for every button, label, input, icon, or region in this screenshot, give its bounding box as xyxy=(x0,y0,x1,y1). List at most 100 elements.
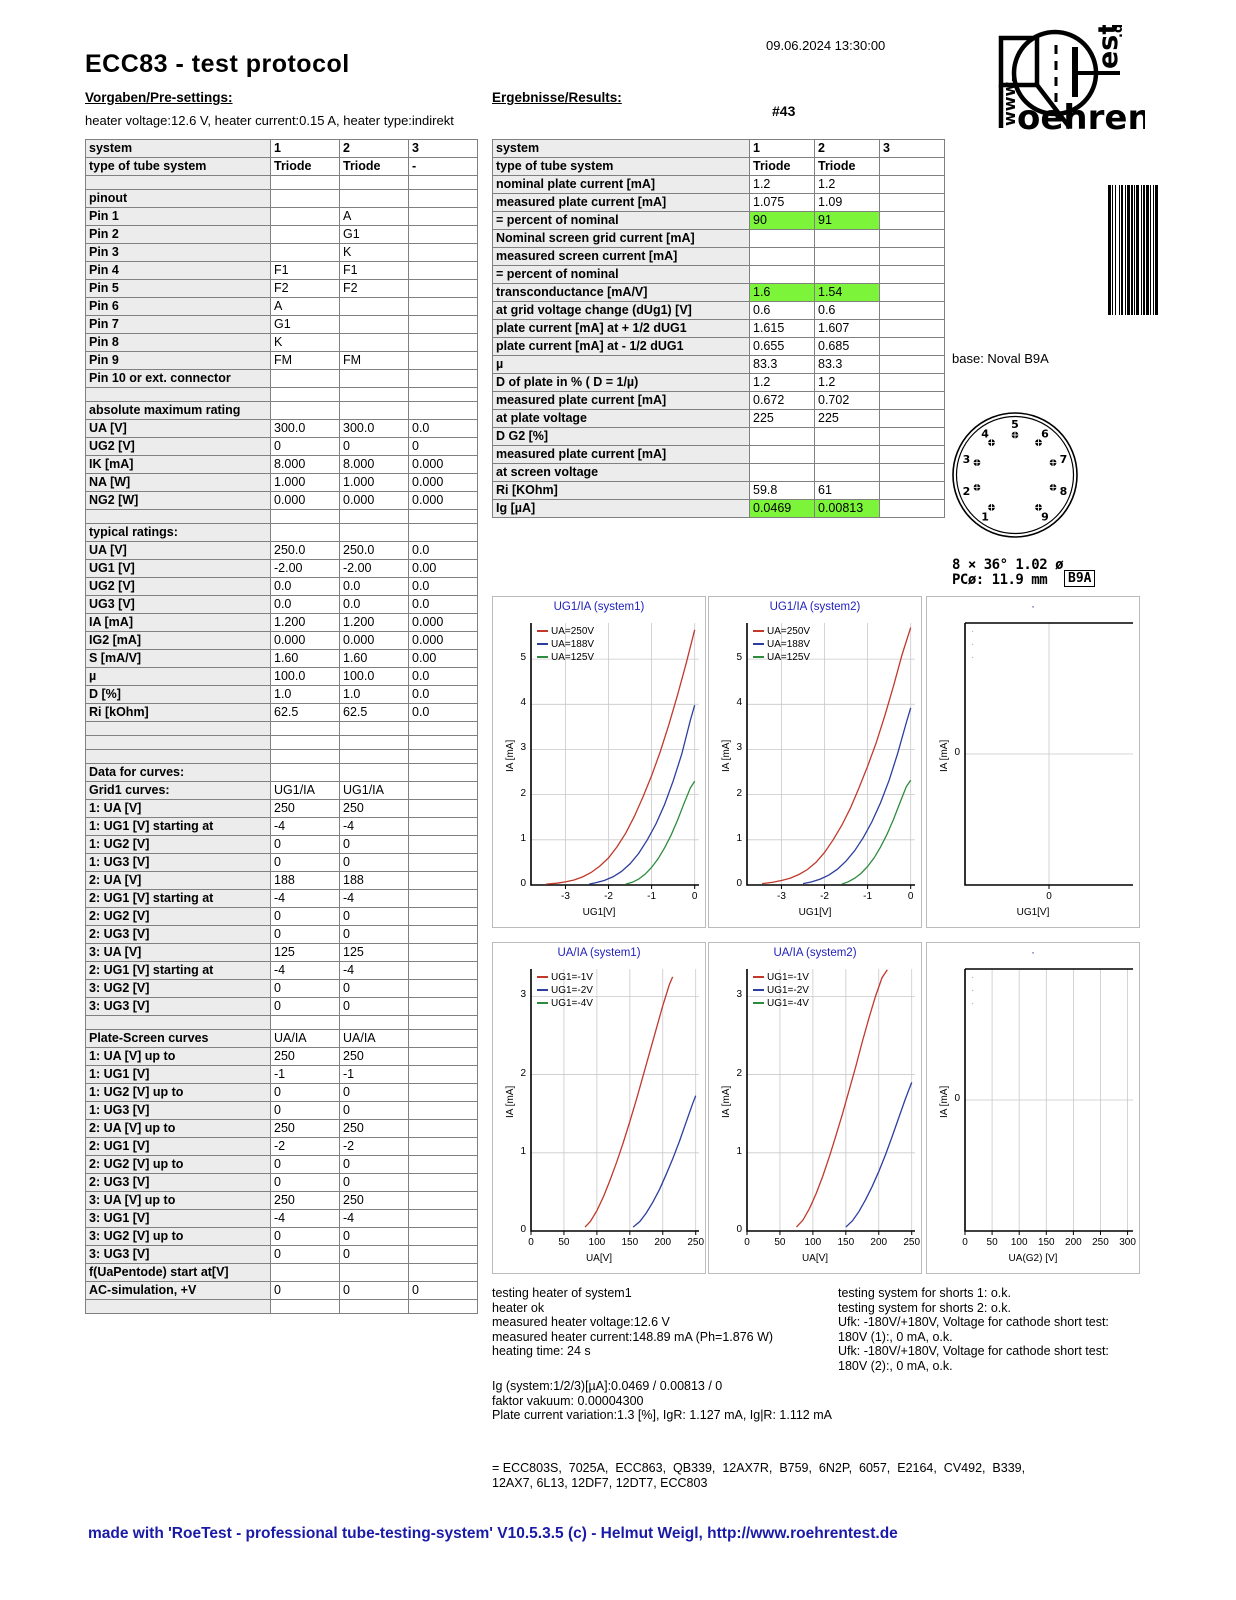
cell-value: FM xyxy=(270,351,340,370)
cell-value: 0 xyxy=(339,1101,409,1120)
cell-value: 0 xyxy=(339,979,409,998)
x-tick-label: -1 xyxy=(647,891,657,902)
legend-item: UG1=-1V xyxy=(753,971,809,984)
cell-value xyxy=(879,355,945,374)
row-label: Pin 2 xyxy=(85,225,271,244)
cell-value: G1 xyxy=(270,315,340,334)
chart-title: UG1/IA (system1) xyxy=(553,601,645,613)
row-label: measured plate current [mA] xyxy=(492,445,750,464)
cell-value: 0 xyxy=(270,907,340,926)
cell-value xyxy=(879,391,945,410)
row-label: UG3 [V] xyxy=(85,595,271,614)
row-label: measured plate current [mA] xyxy=(492,391,750,410)
table-row xyxy=(85,1299,478,1314)
x-tick-label: 100 xyxy=(804,1237,822,1248)
cell-value: 0.672 xyxy=(749,391,815,410)
table-row xyxy=(85,509,478,524)
cell-value: -4 xyxy=(339,817,409,836)
cell-value xyxy=(408,835,478,854)
cell-value: 225 xyxy=(749,409,815,428)
cell-value xyxy=(408,1299,478,1314)
cell-value xyxy=(270,749,340,764)
cell-value xyxy=(408,315,478,334)
x-tick-label: 300 xyxy=(1119,1237,1136,1248)
legend-swatch xyxy=(753,643,764,646)
cell-value: -4 xyxy=(339,1209,409,1228)
cell-value: 0 xyxy=(339,1227,409,1246)
cell-value: -4 xyxy=(270,817,340,836)
table-row: D [%] 1.0 1.0 0.0 xyxy=(85,685,478,704)
cell-value xyxy=(749,229,815,248)
cell-value: F1 xyxy=(339,261,409,280)
cell-value xyxy=(879,247,945,266)
svg-text:5: 5 xyxy=(1011,418,1019,431)
cell-value: 62.5 xyxy=(270,703,340,722)
cell-value: -4 xyxy=(339,961,409,980)
table-row: Pin 4 F1 F1 xyxy=(85,261,478,280)
cell-value: 1.2 xyxy=(814,373,880,392)
table-row: 3: UA [V] up to 250 250 xyxy=(85,1191,478,1210)
row-label: Ig [µA] xyxy=(492,499,750,518)
table-row: f(UaPentode) start at[V] xyxy=(85,1263,478,1282)
row-label: type of tube system xyxy=(492,157,750,176)
row-label: µ xyxy=(85,667,271,686)
cell-value: 0 xyxy=(339,925,409,944)
row-label: 2: UG1 [V] starting at xyxy=(85,889,271,908)
cell-value xyxy=(408,1173,478,1192)
row-label xyxy=(85,1299,271,1314)
y-tick-label: 4 xyxy=(520,697,526,709)
row-label xyxy=(85,175,271,190)
legend-label: UG1=-4V xyxy=(767,998,809,1009)
cell-value: 1.2 xyxy=(749,175,815,194)
page-title: ECC83 - test protocol xyxy=(85,50,350,78)
row-label: = percent of nominal xyxy=(492,265,750,284)
cell-value xyxy=(408,387,478,402)
table-row: at plate voltage 225 225 xyxy=(492,409,945,428)
barcode-bar xyxy=(1125,185,1126,315)
y-axis-label: IA [mA] xyxy=(721,1085,732,1118)
table-row: Grid1 curves: UG1/IA UG1/IA xyxy=(85,781,478,800)
cell-value: 0.0 xyxy=(270,577,340,596)
x-tick-label: 250 xyxy=(903,1237,921,1248)
cell-value: 100.0 xyxy=(270,667,340,686)
cell-value: 1.075 xyxy=(749,193,815,212)
row-label: 1: UA [V] up to xyxy=(85,1047,271,1066)
table-row: Plate-Screen curves UA/IA UA/IA xyxy=(85,1029,478,1048)
table-row: 2: UA [V] up to 250 250 xyxy=(85,1119,478,1138)
cell-value: 0 xyxy=(270,1155,340,1174)
cell-value: 0 xyxy=(339,1083,409,1102)
timestamp: 09.06.2024 13:30:00 xyxy=(766,38,886,53)
svg-text:www.: www. xyxy=(1000,77,1019,126)
cell-value: 2 xyxy=(814,139,880,158)
cell-value: 1.200 xyxy=(339,613,409,632)
row-label: AC-simulation, +V xyxy=(85,1281,271,1300)
y-axis-label: IA [mA] xyxy=(505,1085,516,1118)
cell-value xyxy=(339,1015,409,1030)
cell-value xyxy=(408,351,478,370)
row-label: UG1 [V] xyxy=(85,559,271,578)
svg-text:6: 6 xyxy=(1041,428,1049,441)
chart-title: · xyxy=(1031,601,1035,613)
cell-value: 1.60 xyxy=(339,649,409,668)
legend-item: UA=188V xyxy=(537,638,594,651)
row-label: 2: UG1 [V] xyxy=(85,1137,271,1156)
cell-highlighted: 90 xyxy=(749,211,815,230)
legend-swatch xyxy=(537,630,548,633)
table-row: 1: UG3 [V] 0 0 xyxy=(85,853,478,872)
cell-value: 0 xyxy=(339,1245,409,1264)
table-row: 3: UG3 [V] 0 0 xyxy=(85,997,478,1016)
table-row: 2: UG1 [V] -2 -2 xyxy=(85,1137,478,1156)
row-label: IK [mA] xyxy=(85,455,271,474)
table-row: measured screen current [mA] xyxy=(492,247,945,266)
legend-item: · xyxy=(971,998,975,1009)
chart-legend: · · · xyxy=(971,971,974,1010)
table-row: 1: UA [V] up to 250 250 xyxy=(85,1047,478,1066)
cell-value: 0.0 xyxy=(408,541,478,560)
row-label: µ xyxy=(492,355,750,374)
cell-value: 0.6 xyxy=(814,301,880,320)
cell-value: 0 xyxy=(270,979,340,998)
cell-value: 0.0 xyxy=(339,577,409,596)
cell-value: 1.607 xyxy=(814,319,880,338)
cell-value xyxy=(749,265,815,284)
x-tick-label: 100 xyxy=(588,1237,606,1248)
